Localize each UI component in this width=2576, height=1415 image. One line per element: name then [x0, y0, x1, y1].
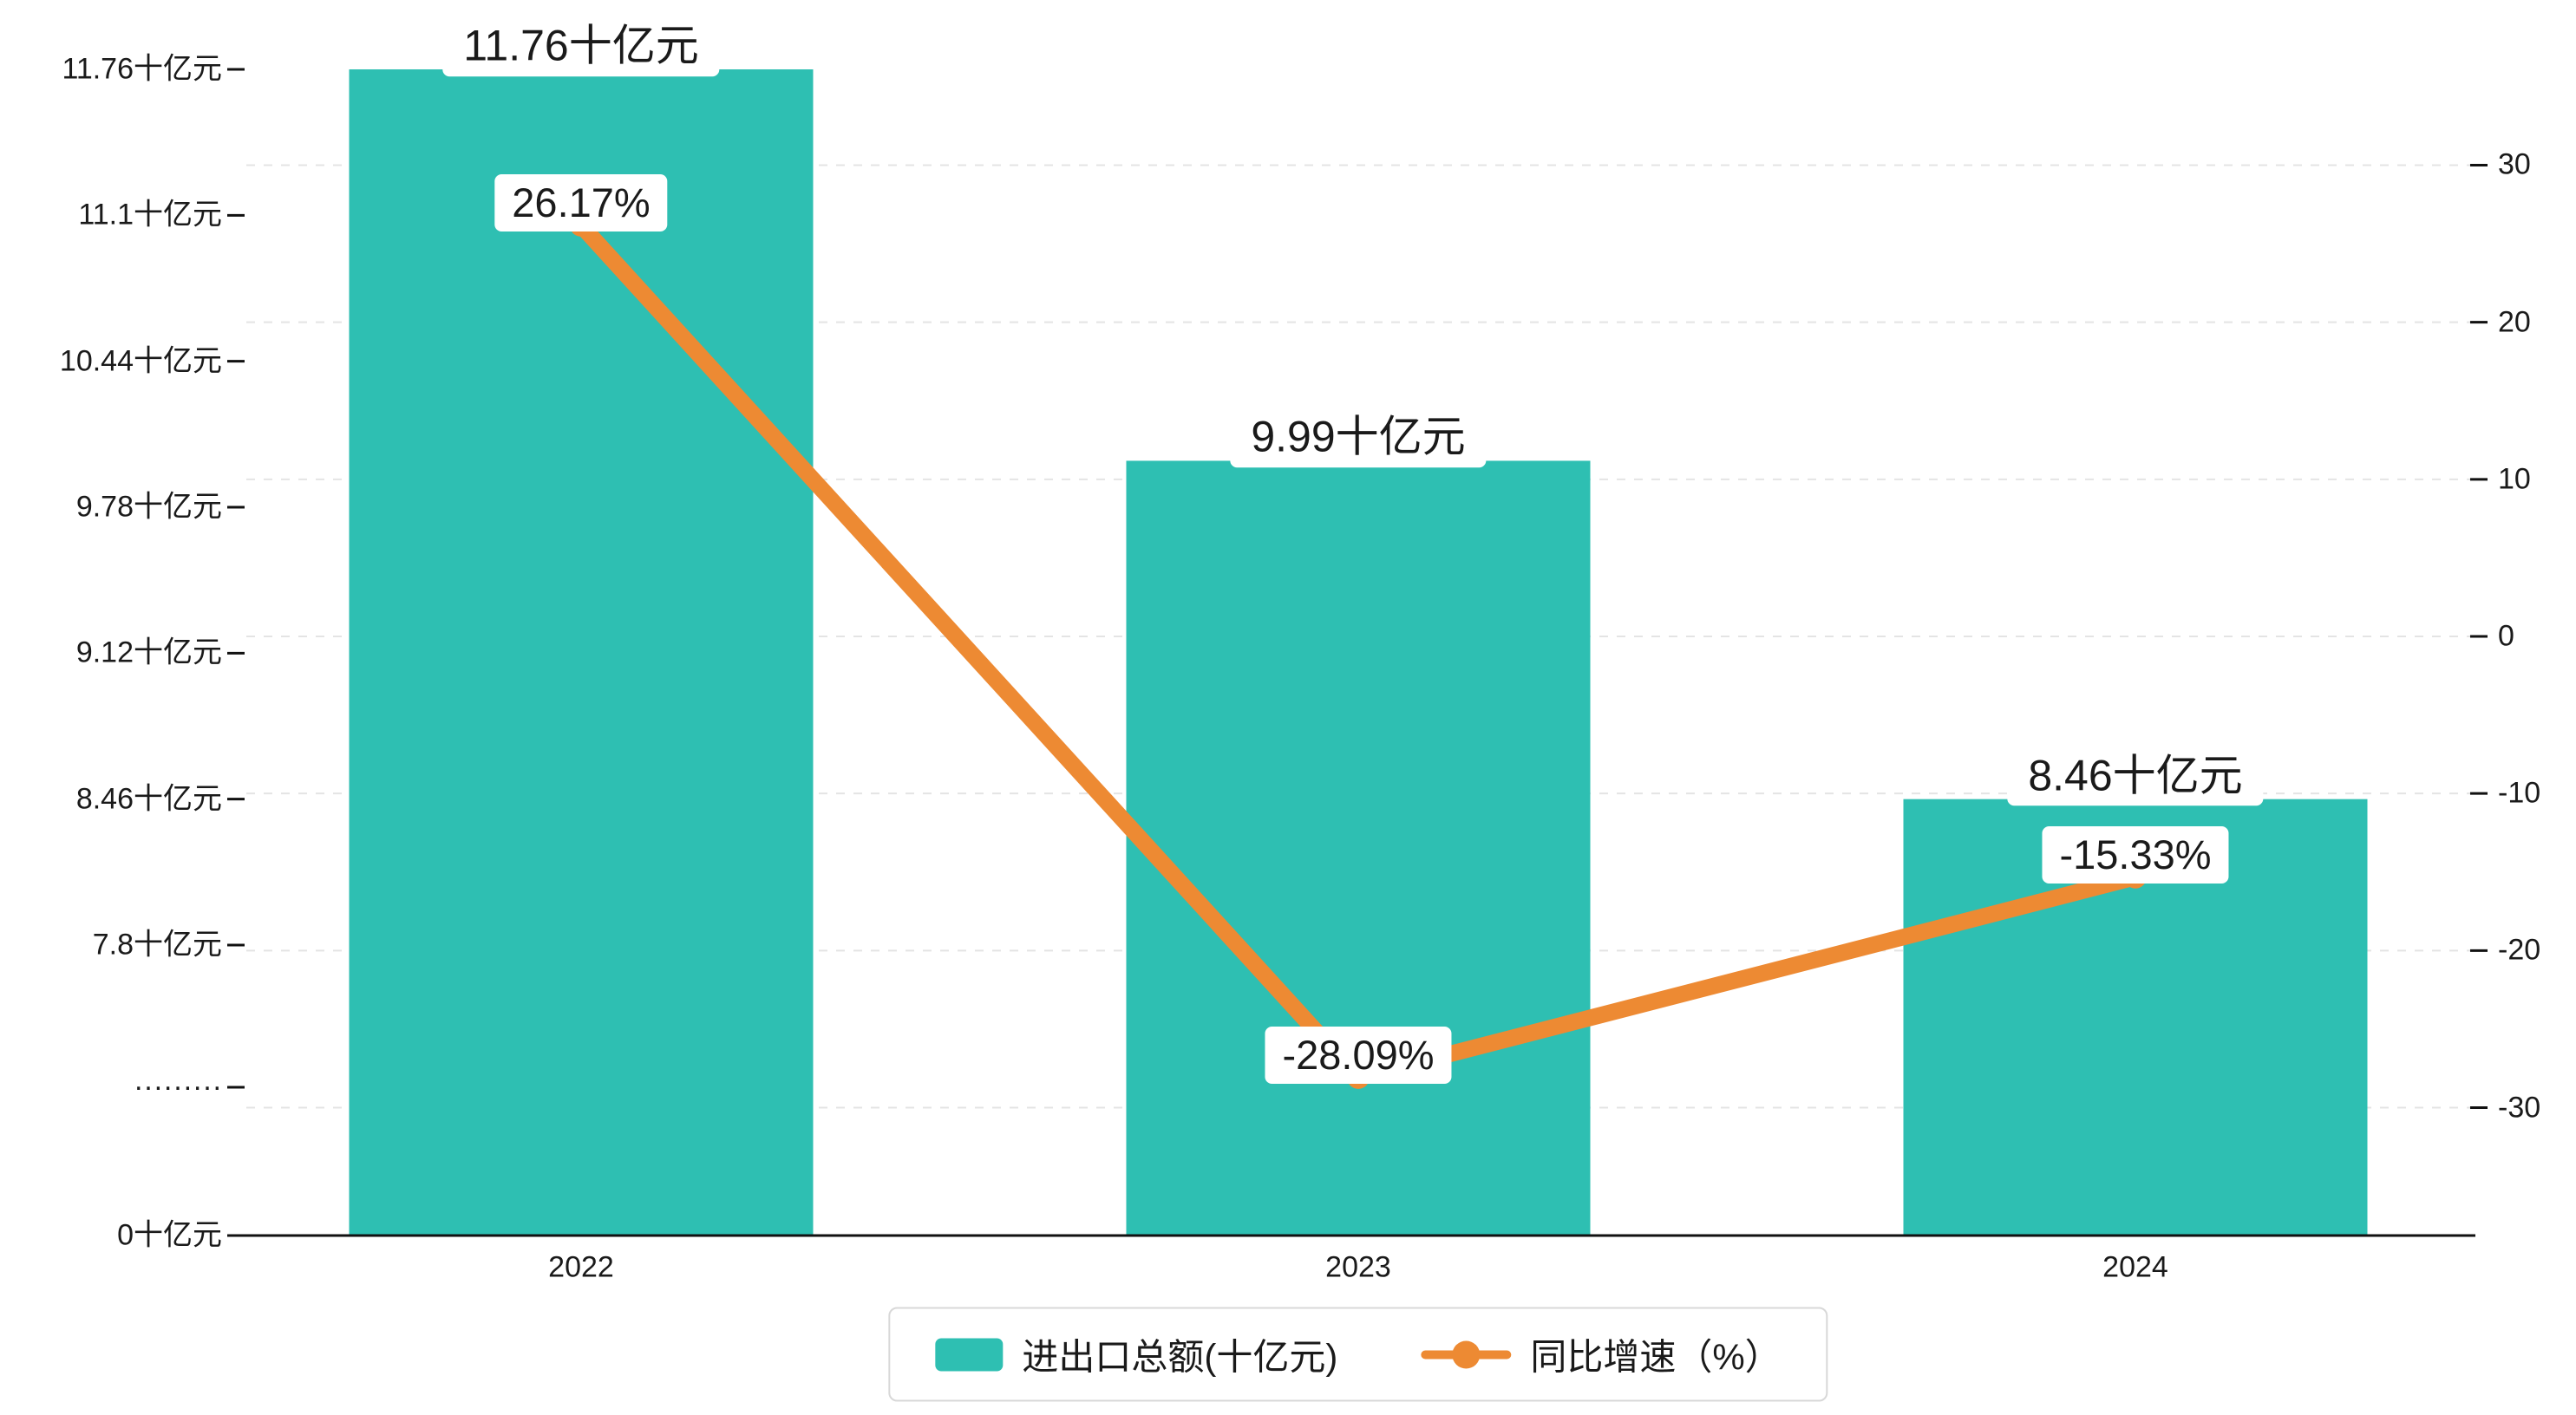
- left-axis-tick-label: 11.1十亿元: [78, 198, 222, 231]
- line-value-label: -28.09%: [1265, 1026, 1452, 1084]
- right-axis-tick-label: -20: [2498, 933, 2541, 967]
- x-axis-label: 2022: [548, 1250, 614, 1284]
- left-axis-tick-label: 0十亿元: [117, 1218, 222, 1252]
- bar-2022: [349, 69, 814, 1236]
- legend-item-yoy-growth: 同比增速（%）: [1421, 1328, 1782, 1381]
- bar-value-label: 9.99十亿元: [1230, 407, 1487, 468]
- right-axis-tick-label: 20: [2498, 305, 2531, 339]
- left-axis-tick-label: 8.46十亿元: [75, 782, 222, 816]
- x-axis-label: 2023: [1325, 1250, 1391, 1284]
- left-axis-tick-label: 10.44十亿元: [59, 344, 222, 378]
- right-axis-tick-label: 30: [2498, 147, 2531, 181]
- legend-item-total-trade: 进出口总额(十亿元): [935, 1328, 1337, 1381]
- right-axis-tick-label: 10: [2498, 462, 2531, 496]
- legend: 进出口总额(十亿元) 同比增速（%）: [888, 1307, 1828, 1402]
- line-value-label: 26.17%: [494, 173, 668, 231]
- left-axis-tick-label: 11.76十亿元: [62, 52, 222, 86]
- line-value-label: -15.33%: [2042, 825, 2229, 884]
- bar-swatch-icon: [935, 1338, 1004, 1371]
- right-axis-tick-label: -30: [2498, 1090, 2541, 1124]
- left-axis-tick-label: 9.12十亿元: [75, 636, 222, 669]
- right-axis-tick-label: 0: [2498, 619, 2514, 653]
- line-swatch-icon: [1421, 1340, 1512, 1368]
- bar-value-label: 11.76十亿元: [442, 16, 720, 76]
- left-axis-tick-label: 7.8十亿元: [92, 928, 222, 962]
- line-dot-icon: [1452, 1340, 1481, 1368]
- bar-2023: [1126, 460, 1591, 1236]
- left-axis-tick-label: ·········: [134, 1070, 222, 1104]
- x-axis-label: 2024: [2102, 1250, 2168, 1284]
- bar-value-label: 8.46十亿元: [2007, 745, 2264, 806]
- legend-line-label: 同比增速（%）: [1530, 1336, 1782, 1378]
- left-axis-tick-label: 9.78十亿元: [75, 490, 222, 524]
- right-axis-tick-label: -10: [2498, 776, 2541, 810]
- legend-bar-label: 进出口总额(十亿元): [1022, 1336, 1338, 1378]
